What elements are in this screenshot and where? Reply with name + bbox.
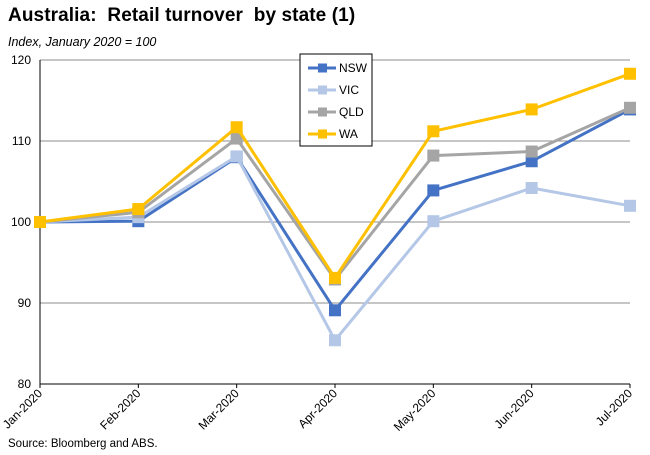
legend: NSW VIC QLD WA: [299, 53, 373, 147]
legend-label-nsw: NSW: [339, 61, 368, 75]
legend-marker-wa: [318, 129, 327, 139]
data-point-wa: [329, 271, 341, 284]
legend-marker-vic: [318, 85, 327, 95]
legend-label-vic: VIC: [339, 83, 359, 97]
data-point-vic: [624, 199, 636, 212]
data-point-nsw: [427, 184, 440, 197]
data-point-qld: [230, 132, 243, 145]
data-point-vic: [230, 150, 243, 163]
legend-label-wa: WA: [339, 127, 358, 141]
data-point-qld: [624, 101, 636, 114]
x-tick-label: Mar-2020: [196, 386, 242, 432]
data-point-wa: [624, 67, 636, 80]
data-point-wa: [34, 216, 46, 228]
data-point-nsw: [329, 304, 341, 317]
x-tick-label: Feb-2020: [97, 386, 143, 432]
data-point-nsw: [525, 155, 538, 168]
x-tick-label: Jul-2020: [593, 386, 636, 429]
data-point-wa: [230, 121, 243, 134]
data-point-wa: [132, 203, 145, 216]
x-tick-label: Jun-2020: [492, 386, 538, 432]
chart-title: Australia: Retail turnover by state (1): [8, 5, 356, 26]
data-point-vic: [525, 181, 538, 194]
x-tick-label: May-2020: [391, 386, 439, 434]
source-note: Source: Bloomberg and ABS.: [8, 438, 158, 450]
data-point-qld: [525, 145, 538, 158]
x-tick-label: Apr-2020: [295, 386, 340, 431]
chart-subtitle: Index, January 2020 = 100: [8, 35, 157, 49]
data-point-vic: [427, 215, 440, 228]
y-tick-label: 90: [18, 296, 32, 310]
series-lines: [34, 67, 636, 347]
legend-marker-nsw: [318, 63, 327, 73]
x-tick-label: Jan-2020: [0, 386, 45, 432]
data-point-qld: [427, 149, 440, 162]
y-tick-label: 100: [11, 215, 31, 229]
data-point-wa: [525, 103, 538, 116]
legend-marker-qld: [318, 107, 327, 117]
y-tick-label: 110: [12, 134, 31, 148]
legend-label-qld: QLD: [339, 105, 364, 119]
data-point-wa: [427, 125, 440, 138]
y-tick-label: 120: [11, 53, 31, 67]
data-point-vic: [329, 334, 341, 347]
y-tick-label: 80: [18, 377, 32, 391]
